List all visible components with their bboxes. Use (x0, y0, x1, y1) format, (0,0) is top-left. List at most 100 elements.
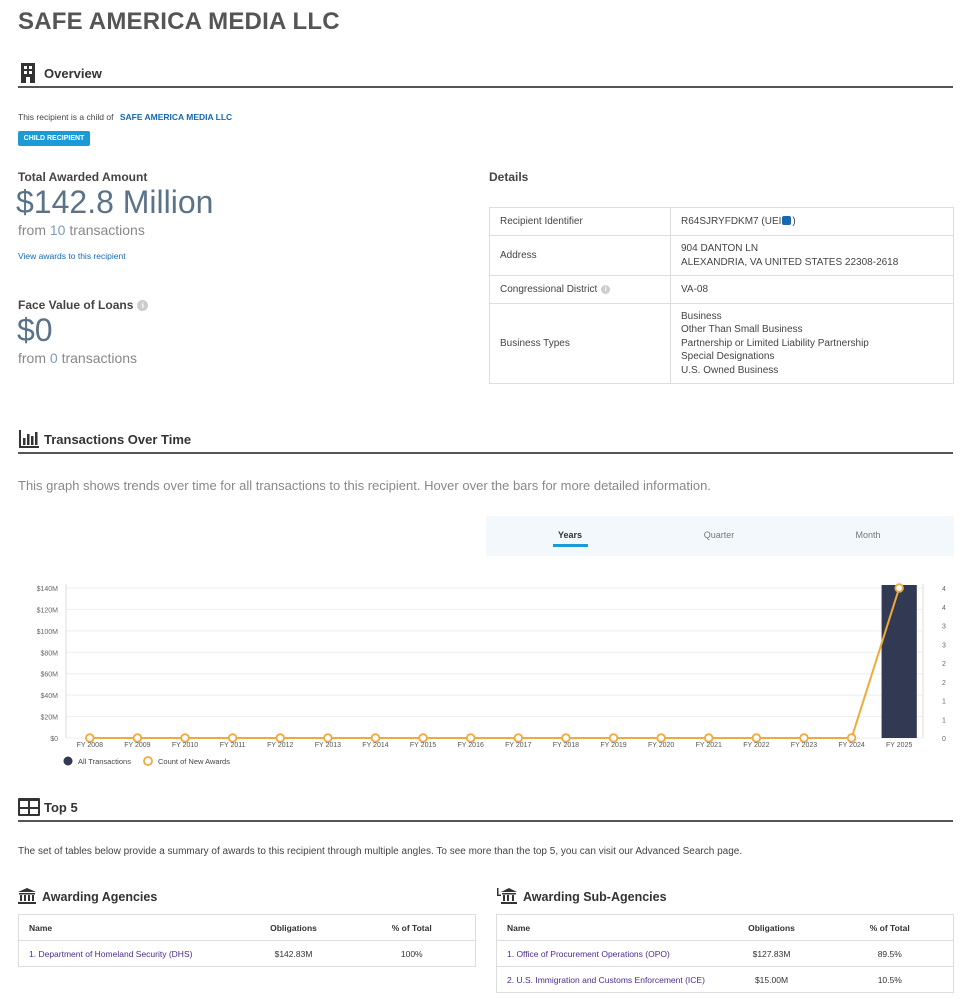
line-point[interactable] (751, 733, 762, 743)
line-point[interactable] (227, 733, 238, 743)
awarding-sub-agencies-heading: Awarding Sub-Agencies (497, 888, 667, 904)
line-point[interactable] (132, 733, 143, 743)
y-right-tick-label: 1 (942, 717, 946, 724)
col-name[interactable]: Name (496, 914, 717, 941)
agency-link[interactable]: 1. Department of Homeland Security (DHS) (29, 948, 193, 959)
graph-description: This graph shows trends over time for al… (18, 478, 711, 493)
details-row-district: Congressional District i VA-08 (489, 275, 954, 304)
info-icon[interactable]: i (601, 285, 611, 294)
legend-all-transactions: All Transactions (78, 757, 131, 766)
uei-icon[interactable] (782, 215, 792, 225)
table-header-row: Name Obligations % of Total (496, 914, 954, 941)
col-pct[interactable]: % of Total (348, 914, 476, 941)
identifier-label: Recipient Identifier (489, 207, 671, 236)
details-heading: Details (489, 170, 529, 184)
toggle-month[interactable]: Month (855, 530, 881, 540)
x-tick-label: FY 2011 (220, 742, 246, 749)
awarding-agencies-table: Name Obligations % of Total 1. Departmen… (18, 914, 476, 967)
line-point[interactable] (513, 733, 524, 743)
count-line (89, 587, 901, 739)
business-types-label: Business Types (489, 303, 671, 384)
loans-transactions-text: from 0 transactions (18, 350, 137, 366)
x-tick-label: FY 2017 (505, 742, 531, 749)
line-point[interactable] (370, 733, 381, 743)
business-types-value: Business Other Than Small Business Partn… (670, 303, 954, 384)
y-right-tick-label: 3 (942, 624, 946, 631)
x-axis: FY 2008 FY 2009 FY 2010 FY 2011 FY 2012 FY 20… (77, 742, 913, 749)
district-label-text: Congressional District (500, 284, 598, 295)
from-label: from (18, 350, 46, 366)
pct-value: 100% (348, 940, 476, 967)
transactions-section-header: Transactions Over Time (18, 428, 953, 454)
line-point[interactable] (323, 733, 333, 743)
toggle-active-underline (553, 544, 588, 547)
col-obligations[interactable]: Obligations (716, 914, 827, 941)
y-left-tick-label: $60M (40, 672, 58, 679)
legend-count-marker (143, 756, 153, 766)
business-type: Partnership or Limited Liability Partner… (681, 337, 869, 349)
col-name[interactable]: Name (18, 914, 239, 941)
bar[interactable] (881, 585, 917, 738)
legend-all-transactions-marker (63, 756, 73, 766)
line-point[interactable] (85, 733, 95, 743)
x-tick-label: FY 2019 (600, 742, 626, 749)
total-transactions-text: from 10 transactions (18, 222, 145, 238)
sub-agency-link[interactable]: 2. U.S. Immigration and Customs Enforcem… (507, 974, 705, 985)
x-tick-label: FY 2020 (648, 742, 674, 749)
address-line-2: ALEXANDRIA, VA UNITED STATES 22308-2618 (681, 256, 899, 268)
details-row-identifier: Recipient Identifier R64SJRYFDKM7 (UEI) (489, 207, 954, 236)
line-point[interactable] (180, 733, 190, 743)
line-point[interactable] (465, 733, 476, 743)
details-row-business-types: Business Types Business Other Than Small… (489, 303, 954, 384)
x-tick-label: FY 2015 (410, 742, 436, 749)
business-type: Business (681, 310, 722, 322)
y-left-tick-label: $40M (40, 693, 58, 700)
line-point[interactable] (608, 733, 619, 743)
line-point[interactable] (894, 583, 904, 593)
col-obligations[interactable]: Obligations (238, 914, 349, 941)
pct-value: 89.5% (826, 940, 954, 967)
transactions-label: transactions (61, 350, 138, 366)
line-point[interactable] (561, 733, 571, 743)
total-awarded-label: Total Awarded Amount (18, 170, 148, 184)
identifier-close: ) (792, 215, 796, 227)
business-type: Special Designations (681, 351, 775, 363)
period-toggle: Years Quarter Month (486, 516, 954, 556)
line-point[interactable] (799, 733, 809, 743)
face-value-loans-label: Face Value of Loans i (18, 298, 149, 312)
line-point[interactable] (656, 733, 666, 743)
x-tick-label: FY 2009 (124, 742, 150, 749)
awarding-agencies-heading-text: Awarding Agencies (42, 890, 158, 904)
line-point[interactable] (846, 733, 857, 743)
col-pct[interactable]: % of Total (826, 914, 954, 941)
line-point[interactable] (704, 733, 714, 743)
toggle-years[interactable]: Years (557, 530, 583, 540)
loans-label-text: Face Value of Loans (18, 298, 134, 312)
y-right-tick-label: 2 (942, 680, 946, 687)
child-recipient-badge: CHILD RECIPIENT (18, 131, 90, 146)
sub-agency-link[interactable]: 1. Office of Procurement Operations (OPO… (507, 948, 670, 959)
awarding-agencies-heading: Awarding Agencies (18, 888, 157, 904)
view-awards-link[interactable]: View awards to this recipient (18, 251, 126, 261)
transactions-heading: Transactions Over Time (44, 432, 192, 447)
y-right-tick-label: 0 (942, 736, 946, 743)
info-icon[interactable]: i (137, 300, 149, 311)
y-left-tick-label: $20M (40, 715, 58, 722)
line-point[interactable] (418, 733, 428, 743)
table-row: 1. Department of Homeland Security (DHS)… (18, 940, 476, 967)
x-tick-label: FY 2012 (267, 742, 293, 749)
loans-transaction-count: 0 (49, 350, 58, 366)
district-value: VA-08 (670, 275, 954, 304)
x-tick-label: FY 2023 (791, 742, 817, 749)
top5-section-header: Top 5 (18, 796, 953, 822)
identifier-text: R64SJRYFDKM7 (UEI (681, 215, 782, 227)
toggle-quarter[interactable]: Quarter (703, 530, 735, 540)
district-label: Congressional District i (489, 275, 671, 304)
parent-recipient-link[interactable]: SAFE AMERICA MEDIA LLC (119, 112, 233, 122)
line-point[interactable] (275, 733, 285, 743)
from-label: from (18, 222, 46, 238)
identifier-value: R64SJRYFDKM7 (UEI) (670, 207, 954, 236)
details-row-address: Address 904 DANTON LN ALEXANDRIA, VA UNI… (489, 235, 954, 276)
building-icon (21, 63, 35, 83)
top5-heading: Top 5 (44, 800, 78, 815)
